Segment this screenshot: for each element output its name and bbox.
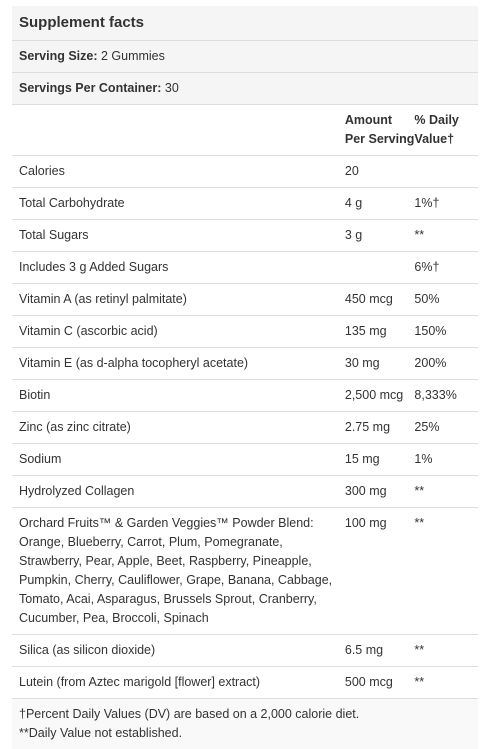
- footnotes: †Percent Daily Values (DV) are based on …: [12, 698, 478, 749]
- serving-size-label: Serving Size:: [19, 49, 98, 63]
- nutrient-daily-value: 50%: [414, 292, 440, 306]
- table-row: Silica (as silicon dioxide) 6.5 mg **: [12, 634, 478, 666]
- table-row: Vitamin E (as d-alpha tocopheryl acetate…: [12, 347, 478, 379]
- nutrient-amount: 6.5 mg: [344, 643, 384, 657]
- nutrient-name: Vitamin E (as d-alpha tocopheryl acetate…: [19, 356, 249, 370]
- nutrient-daily-value: **: [414, 643, 425, 657]
- nutrient-daily-value: 8,333%: [414, 388, 457, 402]
- nutrient-amount: 100 mg: [344, 516, 387, 530]
- table-row: Zinc (as zinc citrate) 2.75 mg 25%: [12, 411, 478, 443]
- nutrient-amount: 500 mcg: [344, 675, 393, 689]
- nutrient-daily-value: **: [414, 675, 425, 689]
- nutrient-amount: 135 mg: [344, 324, 387, 338]
- nutrient-daily-value: 150%: [414, 324, 447, 338]
- nutrient-amount: 20: [344, 164, 359, 178]
- nutrient-name: Total Sugars: [19, 228, 89, 242]
- nutrient-name: Hydrolyzed Collagen: [19, 484, 135, 498]
- servings-per-container-label: Servings Per Container:: [19, 81, 162, 95]
- nutrient-amount: 300 mg: [344, 484, 387, 498]
- nutrient-daily-value: **: [414, 228, 425, 242]
- table-row: Hydrolyzed Collagen 300 mg **: [12, 475, 478, 507]
- serving-size-value: 2 Gummies: [100, 49, 165, 63]
- nutrient-amount: 30 mg: [344, 356, 380, 370]
- table-header-row: Amount Per Serving % Daily Value†: [12, 104, 478, 155]
- nutrient-daily-value: 200%: [414, 356, 447, 370]
- nutrient-name: Includes 3 g Added Sugars: [19, 260, 169, 274]
- serving-size-row: Serving Size: 2 Gummies: [12, 40, 478, 72]
- nutrient-name: Vitamin A (as retinyl palmitate): [19, 292, 187, 306]
- nutrient-name: Biotin: [19, 388, 51, 402]
- table-row: Vitamin C (ascorbic acid) 135 mg 150%: [12, 315, 478, 347]
- nutrient-daily-value: 1%: [414, 452, 433, 466]
- nutrient-amount: 15 mg: [344, 452, 380, 466]
- header-amount-per-serving: Amount Per Serving: [344, 113, 415, 146]
- panel-title: Supplement facts: [12, 6, 478, 40]
- table-row: Vitamin A (as retinyl palmitate) 450 mcg 5…: [12, 283, 478, 315]
- nutrient-amount: 450 mcg: [344, 292, 393, 306]
- table-row: Sodium 15 mg 1%: [12, 443, 478, 475]
- header-daily-value: % Daily Value†: [414, 113, 459, 146]
- nutrient-name: Calories: [19, 164, 65, 178]
- servings-per-container-row: Servings Per Container: 30: [12, 72, 478, 104]
- supplement-facts-panel: Supplement facts Serving Size: 2 Gummies…: [12, 6, 478, 749]
- nutrient-name: Vitamin C (ascorbic acid): [19, 324, 158, 338]
- table-row: Calories 20: [12, 155, 478, 187]
- page: Supplement facts Serving Size: 2 Gummies…: [12, 14, 478, 740]
- nutrient-name: Lutein (from Aztec marigold [flower] ext…: [19, 675, 261, 689]
- nutrient-name: Total Carbohydrate: [19, 196, 125, 210]
- table-row: Lutein (from Aztec marigold [flower] ext…: [12, 666, 478, 698]
- nutrient-daily-value: 25%: [414, 420, 440, 434]
- nutrient-name: Zinc (as zinc citrate): [19, 420, 131, 434]
- table-row: Includes 3 g Added Sugars 6%†: [12, 251, 478, 283]
- nutrient-daily-value: **: [414, 484, 425, 498]
- nutrient-amount: 3 g: [344, 228, 363, 242]
- footnote-daily-values: †Percent Daily Values (DV) are based on …: [19, 707, 360, 721]
- table-row: Total Carbohydrate 4 g 1%†: [12, 187, 478, 219]
- table-row: Biotin 2,500 mcg 8,333%: [12, 379, 478, 411]
- table-row: Total Sugars 3 g **: [12, 219, 478, 251]
- nutrient-name: Sodium: [19, 452, 62, 466]
- nutrient-amount: 2.75 mg: [344, 420, 391, 434]
- nutrient-daily-value: 6%†: [414, 260, 440, 274]
- nutrient-name: Silica (as silicon dioxide): [19, 643, 156, 657]
- nutrient-rows: Calories 20 Total Carbohydrate 4 g 1%† Total …: [12, 155, 478, 698]
- servings-per-container-value: 30: [164, 81, 179, 95]
- nutrient-daily-value: 1%†: [414, 196, 440, 210]
- nutrient-amount: 4 g: [344, 196, 363, 210]
- nutrient-name: Orchard Fruits™ & Garden Veggies™ Powder…: [19, 516, 333, 625]
- nutrient-daily-value: **: [414, 516, 425, 530]
- table-row: Orchard Fruits™ & Garden Veggies™ Powder…: [12, 507, 478, 634]
- nutrient-amount: 2,500 mcg: [344, 388, 404, 402]
